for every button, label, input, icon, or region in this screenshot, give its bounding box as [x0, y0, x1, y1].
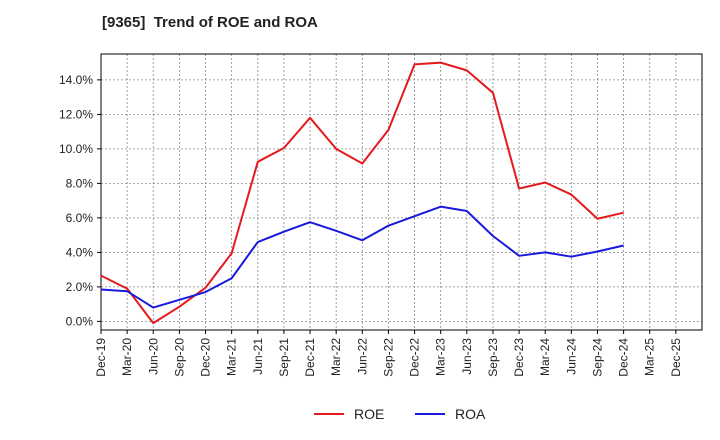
x-tick-label: Dec-25 — [669, 338, 683, 377]
y-tick-label: 2.0% — [66, 280, 94, 294]
x-tick-label: Dec-23 — [512, 338, 526, 377]
x-tick-label: Mar-21 — [225, 338, 239, 376]
x-tick-label: Sep-20 — [172, 338, 186, 377]
x-tick-label: Dec-22 — [408, 338, 422, 377]
x-axis-ticks: Dec-19 Mar-20 Jun-20 Sep-20 Dec-20 Mar-21 Jun-… — [94, 330, 683, 377]
x-tick-label: Sep-23 — [486, 338, 500, 377]
legend-label-roe: ROE — [354, 406, 384, 422]
x-tick-label: Jun-24 — [564, 338, 578, 375]
x-tick-label: Mar-22 — [329, 338, 343, 376]
x-tick-label: Mar-20 — [120, 338, 134, 376]
x-tick-label: Sep-24 — [590, 338, 604, 377]
legend: ROE ROA — [314, 406, 486, 422]
y-tick-label: 10.0% — [59, 142, 93, 156]
y-tick-label: 14.0% — [59, 73, 93, 87]
series-layer — [100, 61, 624, 325]
x-tick-label: Jun-21 — [251, 338, 265, 375]
x-tick-label: Jun-23 — [460, 338, 474, 375]
x-tick-label: Dec-21 — [303, 338, 317, 377]
x-tick-label: Jun-20 — [146, 338, 160, 375]
legend-label-roa: ROA — [455, 406, 486, 422]
y-tick-label: 0.0% — [66, 314, 94, 328]
plot-frame — [100, 53, 703, 331]
y-tick-label: 12.0% — [59, 107, 93, 121]
x-tick-label: Mar-23 — [434, 338, 448, 376]
x-tick-label: Sep-21 — [277, 338, 291, 377]
x-tick-label: Dec-19 — [94, 338, 108, 377]
y-axis-ticks: 0.0% 2.0% 4.0% 6.0% 8.0% 10.0% 12.0% 14.0% — [59, 73, 101, 328]
series-line-roe — [100, 61, 624, 325]
x-tick-label: Dec-24 — [617, 338, 631, 377]
x-tick-label: Mar-25 — [643, 338, 657, 376]
y-tick-label: 6.0% — [66, 211, 94, 225]
x-tick-label: Mar-24 — [538, 338, 552, 376]
chart-title: [9365] Trend of ROE and ROA — [102, 14, 318, 31]
x-tick-label: Jun-22 — [355, 338, 369, 375]
series-line-roa — [100, 205, 624, 309]
y-tick-label: 4.0% — [66, 245, 94, 259]
y-tick-label: 8.0% — [66, 176, 94, 190]
grid-layer — [101, 54, 702, 330]
x-tick-label: Dec-20 — [199, 338, 213, 377]
x-tick-label: Sep-22 — [381, 338, 395, 377]
